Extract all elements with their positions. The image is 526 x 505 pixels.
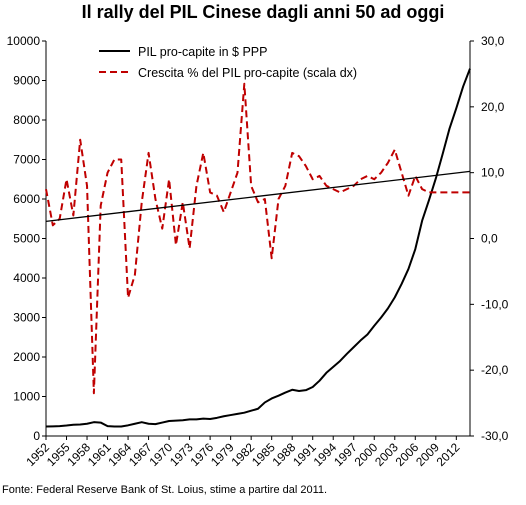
chart-series: [45, 68, 471, 428]
chart-legend: PIL pro-capite in $ PPP Crescita % del PI…: [99, 45, 357, 80]
y-left-tick-label: 10000: [7, 34, 41, 48]
x-tick-label: 2012: [434, 440, 463, 469]
y-left-tick-label: 9000: [13, 74, 40, 88]
series-growth-rate-line: [45, 82, 470, 395]
y-left-tick-label: 5000: [13, 232, 40, 246]
y-left-tick-label: 1000: [13, 390, 40, 404]
y-left-tick-label: 7000: [13, 153, 40, 167]
chart-axes: [45, 41, 471, 437]
y-left-tick-label: 4000: [13, 271, 40, 285]
y-left-tick-label: 0: [33, 429, 40, 443]
y-left-tick-label: 8000: [13, 113, 40, 127]
y-right-tick-label: -10,0: [481, 297, 509, 311]
legend-label: Crescita % del PIL pro-capite (scala dx): [138, 66, 357, 80]
growth-trend-line: [45, 170, 471, 223]
y-left-tick-label: 2000: [13, 350, 40, 364]
chart-title: Il rally del PIL Cinese dagli anni 50 ad…: [81, 2, 445, 22]
chart-ticks: 0 1000 2000 3000 4000 5000 6000 7000 8000 9000 100…: [7, 34, 509, 469]
series-gdp-per-capita-line: [45, 68, 471, 428]
legend-label: PIL pro-capite in $ PPP: [138, 45, 267, 59]
y-left-tick-label: 6000: [13, 192, 40, 206]
y-left-tick-label: 3000: [13, 311, 40, 325]
y-right-tick-label: 20,0: [481, 100, 505, 114]
source-note: Fonte: Federal Reserve Bank of St. Loius…: [2, 484, 328, 496]
y-right-tick-label: 30,0: [481, 34, 505, 48]
y-right-tick-label: 0,0: [481, 232, 498, 246]
y-right-tick-label: -20,0: [481, 363, 509, 377]
y-right-tick-label: -30,0: [481, 429, 509, 443]
y-right-tick-label: 10,0: [481, 166, 505, 180]
